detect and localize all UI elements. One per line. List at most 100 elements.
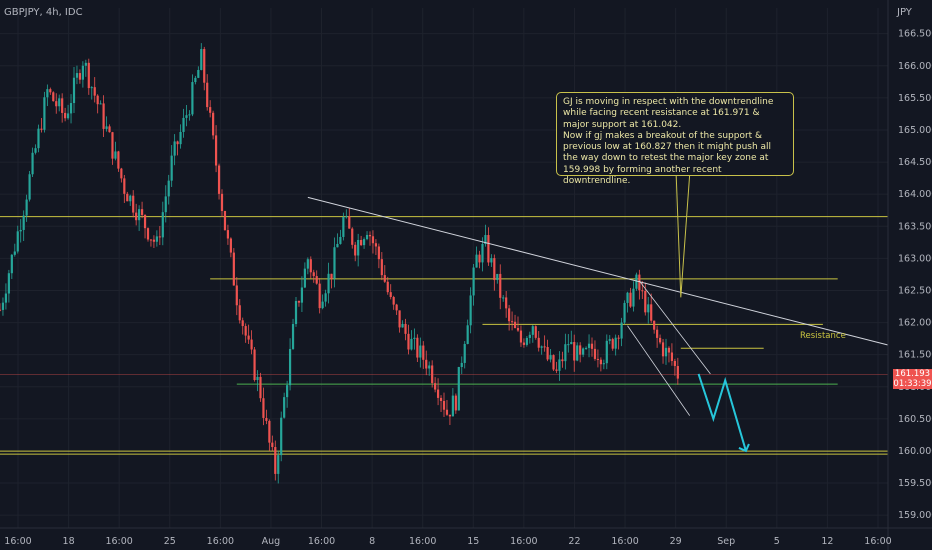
candle-body	[108, 126, 111, 133]
candle-body	[170, 155, 173, 181]
callout-pointer	[675, 169, 691, 298]
candle-body	[416, 337, 419, 358]
candle-body	[120, 168, 123, 179]
candle-body	[55, 101, 58, 107]
candle-body	[132, 195, 135, 213]
candle-body	[546, 347, 549, 360]
candlesticks	[0, 43, 679, 484]
candle-body	[291, 324, 295, 349]
candle-body	[123, 178, 126, 194]
candle-body	[212, 112, 215, 136]
candle-body	[247, 335, 250, 340]
candle-body	[519, 330, 523, 343]
candle-body	[540, 346, 543, 348]
last-price-tag: 161.193 01:33:39	[893, 369, 932, 389]
candle-body	[117, 151, 120, 169]
time-tick-label: 8	[369, 536, 375, 547]
candle-body	[4, 293, 8, 303]
horizontal-levels	[0, 216, 888, 455]
candle-body	[493, 258, 496, 281]
candle-body	[436, 389, 440, 398]
candle-body	[306, 259, 309, 269]
candle-body	[410, 338, 413, 350]
candle-body	[223, 211, 227, 231]
candle-body	[149, 239, 153, 241]
candle-body	[271, 442, 274, 448]
price-tick-label: 160.000	[898, 446, 932, 457]
candle-body	[564, 344, 567, 362]
candle-body	[537, 337, 540, 348]
candle-body	[58, 98, 61, 107]
candle-body	[374, 243, 378, 247]
price-tick-label: 164.500	[898, 157, 932, 168]
candle-body	[312, 272, 315, 277]
candle-body	[510, 321, 514, 323]
candle-body	[635, 274, 638, 289]
candle-body	[330, 273, 333, 279]
candle-body	[664, 347, 668, 357]
candle-body	[614, 337, 617, 349]
candle-body	[87, 62, 90, 89]
candle-body	[401, 323, 404, 328]
candle-body	[650, 304, 653, 321]
candle-body	[111, 132, 114, 159]
candle-body	[442, 400, 446, 410]
candle-body	[339, 236, 342, 244]
price-axis[interactable]: 166.500 166.000 165.500 165.000 164.500 164.0…	[887, 0, 932, 550]
candle-body	[69, 103, 73, 114]
candle-body	[413, 337, 416, 339]
symbol-title[interactable]: GBPJPY, 4h, IDC	[4, 7, 83, 18]
time-tick-label: 16:00	[409, 536, 436, 547]
candle-body	[362, 239, 366, 246]
resistance-label: Resistance	[800, 331, 846, 341]
candle-body	[286, 385, 289, 398]
candle-body	[676, 366, 679, 379]
candle-body	[469, 295, 472, 326]
price-tick-label: 160.500	[898, 414, 932, 425]
candle-body	[0, 309, 2, 311]
candle-body	[629, 292, 632, 307]
candle-body	[457, 367, 460, 411]
candle-body	[658, 337, 662, 343]
candle-body	[158, 236, 161, 238]
time-axis[interactable]: 16:00 18 16:00 25 16:00 Aug 16:00 8 16:00 15 16:00…	[0, 527, 932, 547]
candle-body	[206, 82, 209, 108]
channel-line	[639, 280, 711, 375]
time-tick-label: 16:00	[207, 536, 234, 547]
candle-body	[46, 89, 49, 98]
candle-body	[496, 273, 499, 281]
candle-body	[608, 339, 611, 341]
time-tick-label: 25	[164, 536, 176, 547]
candle-body	[434, 383, 437, 390]
candle-body	[288, 348, 292, 386]
candle-body	[505, 297, 508, 309]
candle-body	[466, 325, 469, 344]
time-tick-label: 15	[467, 536, 479, 547]
candle-body	[259, 376, 262, 399]
candle-body	[516, 328, 520, 331]
candle-body	[605, 340, 608, 364]
candle-body	[567, 344, 570, 346]
candle-body	[185, 115, 188, 118]
candle-body	[558, 359, 561, 371]
candle-body	[357, 239, 360, 256]
candle-body	[670, 352, 674, 361]
candle-body	[167, 180, 170, 197]
forecast-path	[697, 373, 747, 452]
candle-body	[342, 216, 345, 237]
candle-body	[214, 135, 218, 166]
analysis-callout[interactable]: GJ is moving in respect with the downtre…	[556, 92, 794, 186]
candle-body	[333, 247, 336, 279]
candle-body	[460, 362, 463, 368]
time-tick-label: 16:00	[4, 536, 31, 547]
candle-body	[584, 347, 588, 349]
candle-body	[673, 360, 676, 367]
candle-body	[297, 301, 301, 303]
candle-body	[280, 417, 283, 456]
candle-body	[129, 195, 132, 202]
candle-body	[28, 174, 31, 200]
time-tick-label: 16:00	[611, 536, 638, 547]
candle-body	[303, 268, 306, 288]
candle-body	[389, 292, 392, 298]
